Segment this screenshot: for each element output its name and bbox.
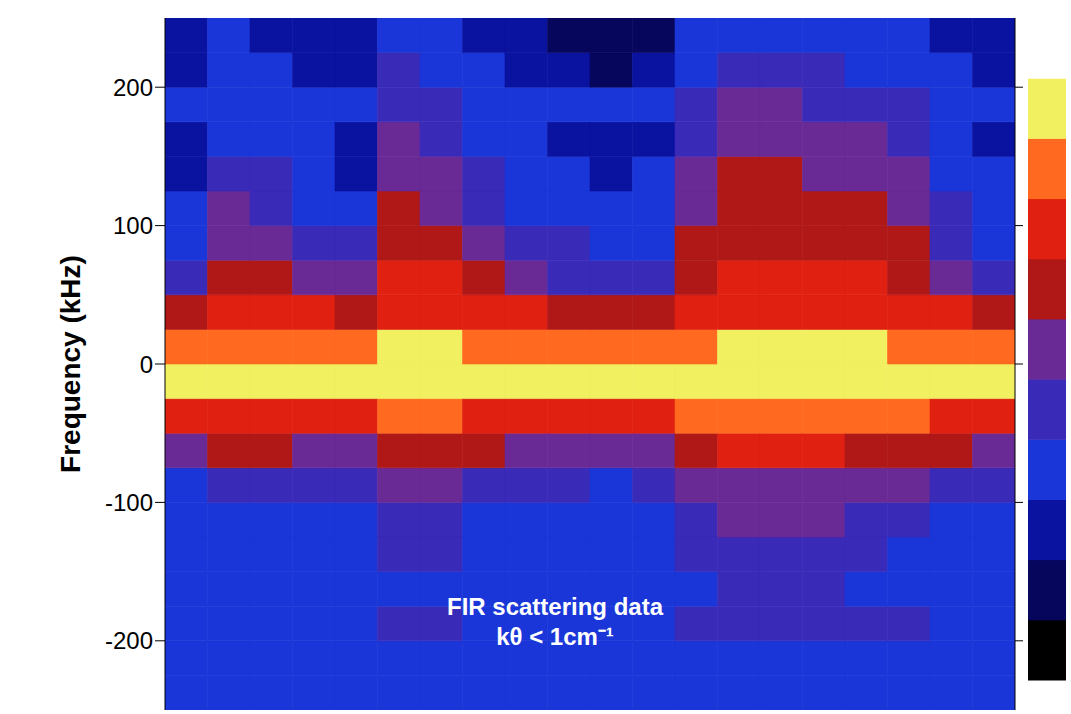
html-text:FIR scattering data: FIR scattering data bbox=[447, 593, 663, 620]
html-text:kθ < 1cm⁻¹: kθ < 1cm⁻¹ bbox=[496, 623, 614, 650]
svg-text:200: 200 bbox=[113, 74, 153, 101]
svg-text:-100: -100 bbox=[105, 489, 153, 516]
svg-text:0: 0 bbox=[140, 351, 153, 378]
svg-text:Frequency (kHz): Frequency (kHz) bbox=[55, 255, 86, 473]
svg-text:100: 100 bbox=[113, 212, 153, 239]
svg-text:-200: -200 bbox=[105, 627, 153, 654]
